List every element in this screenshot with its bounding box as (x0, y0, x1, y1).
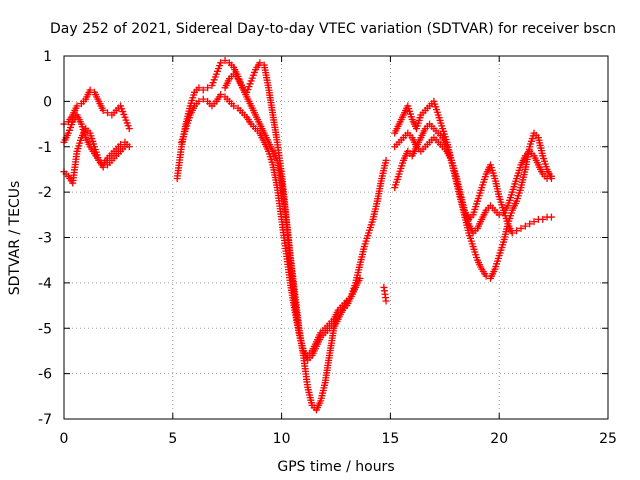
y-axis-label: SDTVAR / TECUs (7, 181, 23, 296)
data-point (99, 163, 107, 171)
series-trace (391, 97, 555, 282)
x-axis-label: GPS time / hours (277, 459, 394, 475)
y-tick-label: -2 (38, 185, 52, 201)
data-point (217, 91, 225, 99)
series-trace (178, 91, 364, 364)
data-point (86, 86, 94, 94)
y-tick-label: -4 (38, 276, 52, 292)
x-tick-label: 5 (168, 431, 177, 447)
series-trace (380, 283, 390, 305)
data-point (382, 297, 390, 305)
x-tick-label: 15 (381, 431, 399, 447)
data-point (73, 102, 81, 110)
data-point (221, 57, 229, 65)
axis-ticks: 0 5 10 15 20 25 -7 -6 -5 -4 -3 -2 -1 0 1 (38, 49, 617, 447)
x-tick-label: 25 (599, 431, 617, 447)
data-point (195, 97, 203, 105)
y-tick-label: 1 (43, 49, 52, 65)
series-trace (60, 125, 129, 187)
data-point (99, 106, 107, 114)
series-trace (221, 70, 351, 359)
data-point (230, 102, 238, 110)
y-tick-label: -1 (38, 140, 52, 156)
data-point (382, 156, 390, 164)
points-layer (60, 57, 555, 414)
x-tick-label: 20 (490, 431, 508, 447)
y-tick-label: -7 (38, 412, 52, 428)
chart-title: Day 252 of 2021, Sidereal Day-to-day VTE… (50, 21, 616, 37)
data-point (521, 222, 529, 230)
data-point (495, 211, 503, 219)
data-point (195, 84, 203, 92)
data-point (547, 172, 555, 180)
y-tick-label: -5 (38, 321, 52, 337)
data-point (526, 220, 534, 228)
data-point (530, 218, 538, 226)
y-tick-label: -6 (38, 367, 52, 383)
data-point (513, 227, 521, 235)
data-point (104, 109, 112, 117)
data-point (539, 215, 547, 223)
y-tick-label: 0 (43, 94, 52, 110)
y-tick-label: -3 (38, 231, 52, 247)
data-point (199, 95, 207, 103)
data-point (343, 297, 351, 305)
data-point (256, 59, 264, 67)
data-point (356, 274, 364, 282)
data-point (543, 175, 551, 183)
x-tick-label: 10 (273, 431, 291, 447)
grid-lines (64, 56, 608, 419)
data-point (121, 143, 129, 151)
x-tick-label: 0 (60, 431, 69, 447)
data-point (217, 59, 225, 67)
series-trace (391, 120, 555, 237)
data-point (547, 213, 555, 221)
data-point (517, 224, 525, 232)
data-point (204, 84, 212, 92)
data-point (125, 125, 133, 133)
data-point (117, 140, 125, 148)
data-point (508, 229, 516, 237)
data-point (199, 86, 207, 94)
